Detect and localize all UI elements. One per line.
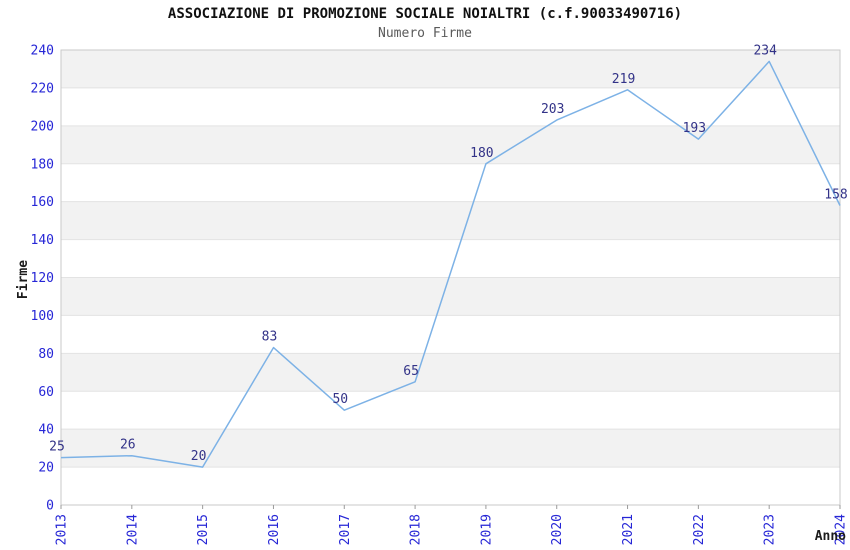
y-tick-label: 60 xyxy=(38,385,54,400)
y-tick-label: 220 xyxy=(31,81,54,96)
chart-title: ASSOCIAZIONE DI PROMOZIONE SOCIALE NOIAL… xyxy=(167,6,683,22)
x-tick-label: 2022 xyxy=(692,514,707,545)
data-point-label: 26 xyxy=(120,438,136,453)
y-tick-label: 20 xyxy=(38,461,54,476)
data-point-label: 193 xyxy=(683,121,706,136)
chart-subtitle: Numero Firme xyxy=(378,26,472,41)
data-point-label: 65 xyxy=(403,364,419,379)
y-tick-label: 240 xyxy=(31,44,54,59)
data-point-label: 219 xyxy=(612,72,635,87)
grid-band xyxy=(61,201,840,240)
grid-band xyxy=(61,125,840,164)
x-tick-label: 2024 xyxy=(834,514,849,545)
grid-band xyxy=(61,353,840,392)
grid-band xyxy=(61,277,840,316)
x-tick-label: 2020 xyxy=(550,514,565,545)
y-tick-label: 100 xyxy=(31,309,54,324)
x-tick-label: 2015 xyxy=(196,514,211,545)
x-tick-label: 2018 xyxy=(409,514,424,545)
x-tick-label: 2016 xyxy=(267,514,282,545)
data-point-label: 25 xyxy=(49,440,65,455)
y-tick-label: 140 xyxy=(31,233,54,248)
y-tick-label: 40 xyxy=(38,423,54,438)
x-tick-label: 2021 xyxy=(621,514,636,545)
plot-border xyxy=(60,49,841,506)
y-axis-title: Firme xyxy=(16,260,31,299)
data-point-label: 83 xyxy=(262,330,278,345)
y-tick-label: 180 xyxy=(31,157,54,172)
data-point-label: 180 xyxy=(470,146,493,161)
data-point-label: 50 xyxy=(332,392,348,407)
y-tick-label: 0 xyxy=(46,499,54,514)
data-point-label: 203 xyxy=(541,102,564,117)
y-tick-label: 160 xyxy=(31,195,54,210)
data-point-label: 158 xyxy=(824,187,847,202)
grid-band xyxy=(61,50,840,88)
grid-band xyxy=(61,429,840,468)
y-tick-label: 120 xyxy=(31,271,54,286)
y-tick-label: 200 xyxy=(31,119,54,134)
x-tick-label: 2013 xyxy=(55,514,70,545)
x-axis-title: Anno xyxy=(815,529,846,544)
x-tick-label: 2023 xyxy=(763,514,778,545)
y-tick-label: 80 xyxy=(38,347,54,362)
data-point-label: 234 xyxy=(753,43,777,58)
series-line xyxy=(60,60,841,468)
x-tick-label: 2017 xyxy=(338,514,353,545)
x-tick-label: 2019 xyxy=(479,514,494,545)
x-tick-label: 2014 xyxy=(125,514,140,545)
data-point-label: 20 xyxy=(191,449,207,464)
